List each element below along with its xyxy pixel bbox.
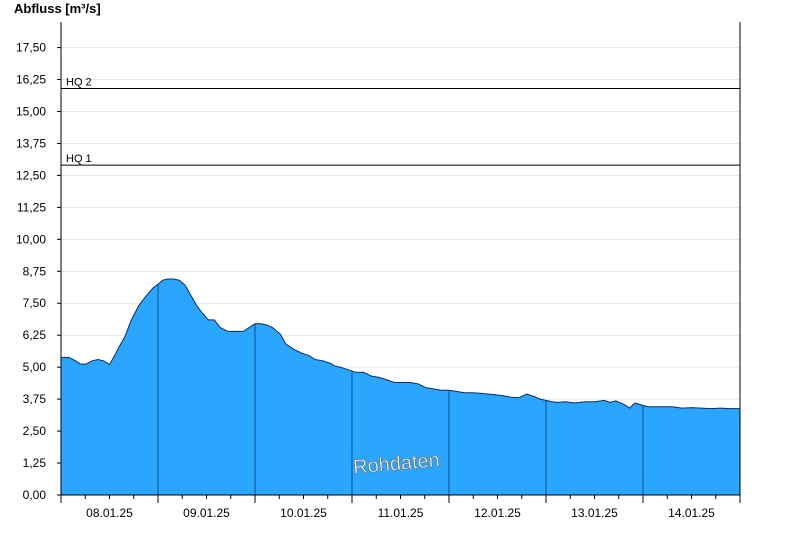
y-tick-label: 8,75	[23, 264, 47, 278]
x-tick-label: 10.01.25	[280, 506, 327, 520]
x-tick-label: 08.01.25	[86, 506, 133, 520]
y-tick-label: 3,75	[23, 392, 47, 406]
reference-line-label: HQ 2	[66, 76, 92, 88]
reference-line-label: HQ 1	[66, 153, 92, 165]
y-tick-label: 7,50	[23, 296, 47, 310]
x-tick-label: 13.01.25	[571, 506, 618, 520]
y-tick-label: 2,50	[23, 424, 47, 438]
x-tick-label: 12.01.25	[474, 506, 521, 520]
y-tick-label: 10,00	[16, 232, 46, 246]
y-axis-label: Abfluss [m³/s]	[14, 1, 101, 16]
y-tick-label: 13,75	[16, 136, 46, 150]
y-tick-label: 15,00	[16, 104, 46, 118]
y-axis-ticks: 0,00 1,25 2,50 3,75 5,00 6,25 7,50 8,75 10,00 11,…	[16, 41, 61, 502]
x-tick-label: 11.01.25	[378, 506, 424, 520]
x-tick-label: 14.01.25	[668, 506, 715, 520]
series-line	[61, 278, 740, 410]
x-tick-label: 09.01.25	[183, 506, 230, 520]
y-tick-label: 17,50	[16, 41, 46, 55]
y-tick-label: 0,00	[23, 488, 47, 502]
y-tick-label: 1,25	[23, 456, 47, 470]
x-axis-ticks: 08.01.25 09.01.25 10.01.25 11.01.25 12.01.25…	[60, 495, 741, 520]
area-fill	[61, 279, 740, 495]
y-tick-label: 5,00	[23, 360, 47, 374]
y-tick-label: 12,50	[16, 168, 46, 182]
data-area	[61, 278, 740, 495]
reference-lines: HQ 1 HQ 2	[61, 76, 740, 166]
y-tick-label: 11,25	[17, 200, 46, 214]
y-tick-label: 16,25	[16, 73, 46, 87]
day-separator-lines	[157, 284, 644, 495]
y-tick-label: 6,25	[23, 328, 47, 342]
